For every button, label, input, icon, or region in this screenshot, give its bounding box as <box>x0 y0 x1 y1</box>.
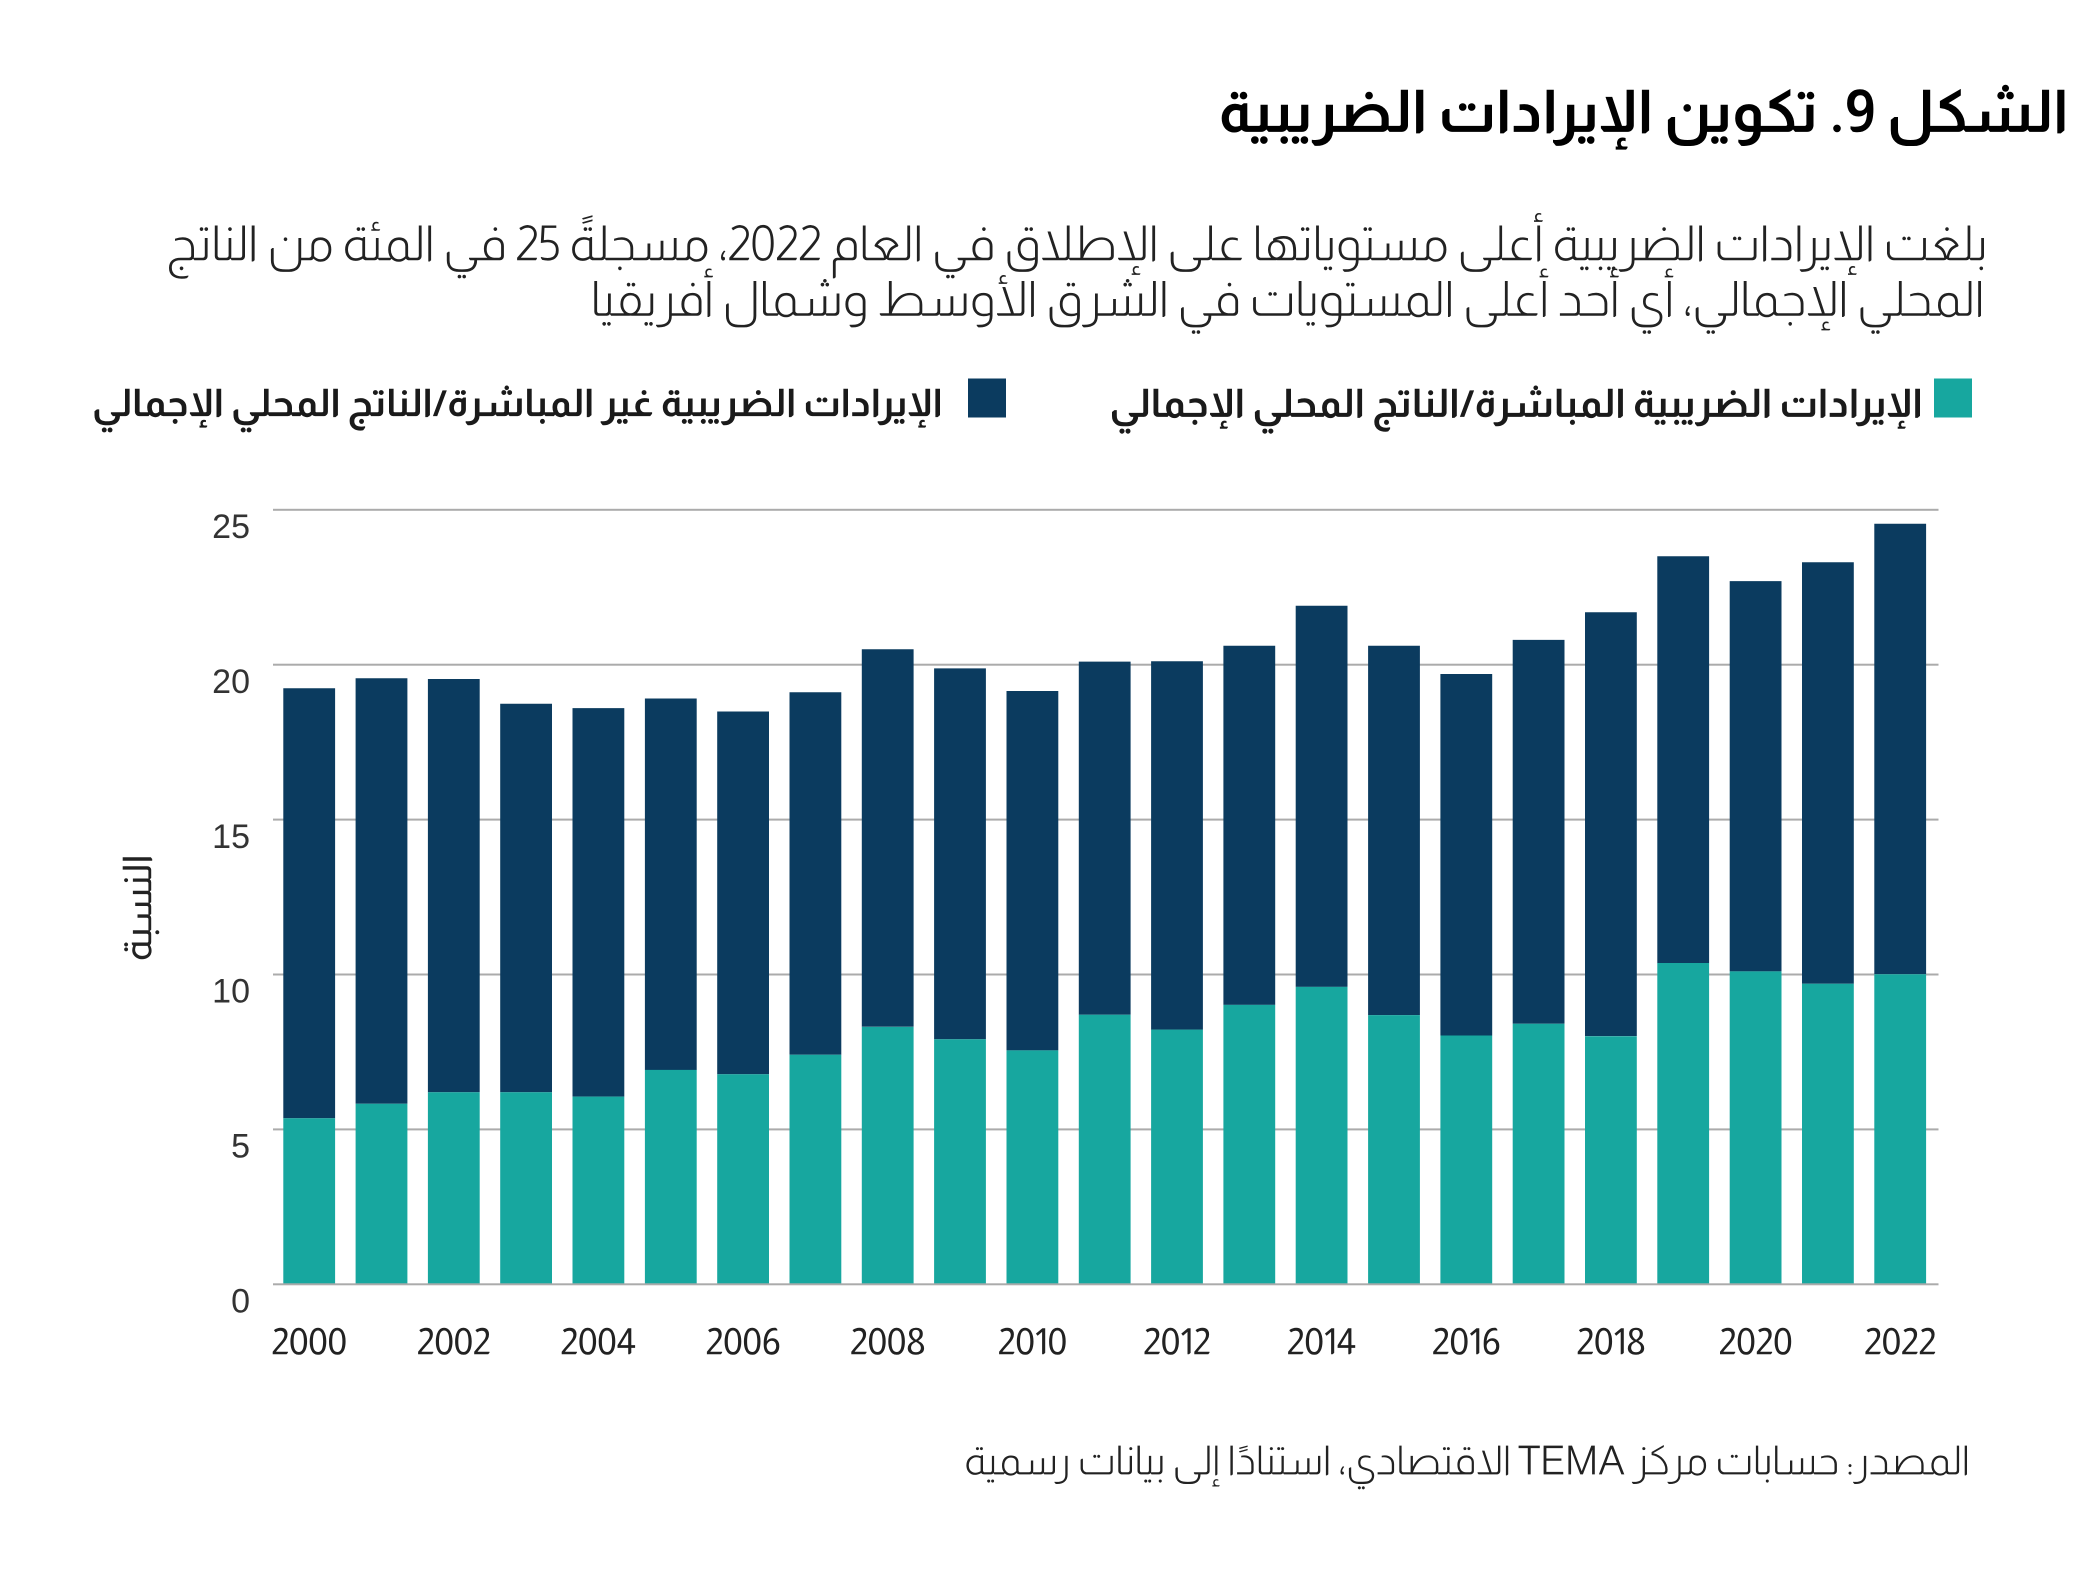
svg-text:5: 5 <box>231 1128 250 1166</box>
svg-text:15: 15 <box>212 818 250 856</box>
svg-text:0: 0 <box>231 1283 250 1321</box>
svg-text:25: 25 <box>212 508 250 546</box>
svg-text:20: 20 <box>212 663 250 701</box>
svg-text:10: 10 <box>212 973 250 1011</box>
